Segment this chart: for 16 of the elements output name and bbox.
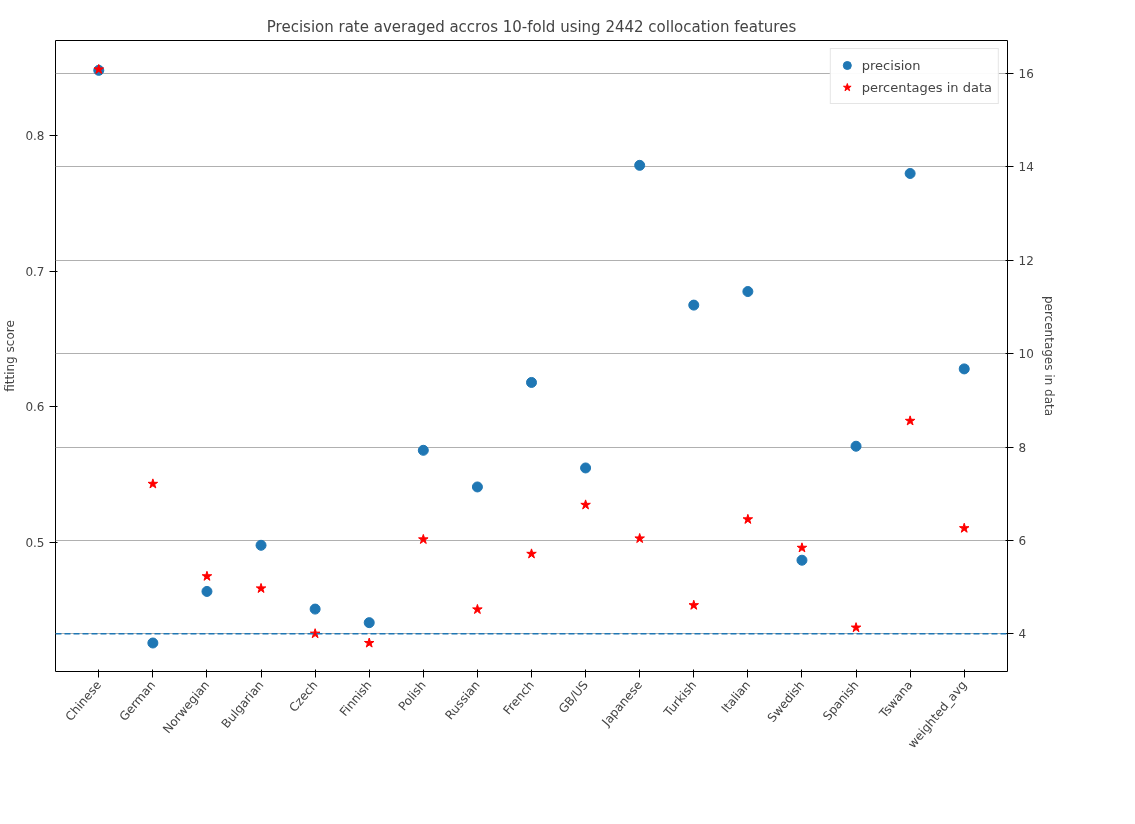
y2-tick-label: 12	[1018, 253, 1034, 268]
y2-tick-label: 6	[1018, 533, 1027, 548]
y-tick-label: 0.8	[25, 128, 45, 143]
y-axis-title: fitting score	[3, 320, 18, 392]
y2-tick-label: 4	[1018, 627, 1027, 642]
legend-label: percentages in data	[861, 79, 992, 95]
y2-tick-label: 16	[1018, 67, 1034, 82]
y-tick-label: 0.6	[25, 400, 45, 415]
chart-title: Precision rate averaged accros 10-fold using 2442 collocation features	[266, 17, 797, 36]
y-tick-label: 0.7	[25, 264, 45, 279]
y2-axis-title: percentages in data	[1041, 295, 1056, 417]
y2-tick-label: 8	[1018, 440, 1027, 455]
legend-label: precision	[861, 57, 921, 73]
y2-tick-label: 14	[1018, 160, 1034, 175]
y2-tick-label: 10	[1018, 347, 1034, 362]
y-tick-label: 0.5	[25, 536, 45, 551]
